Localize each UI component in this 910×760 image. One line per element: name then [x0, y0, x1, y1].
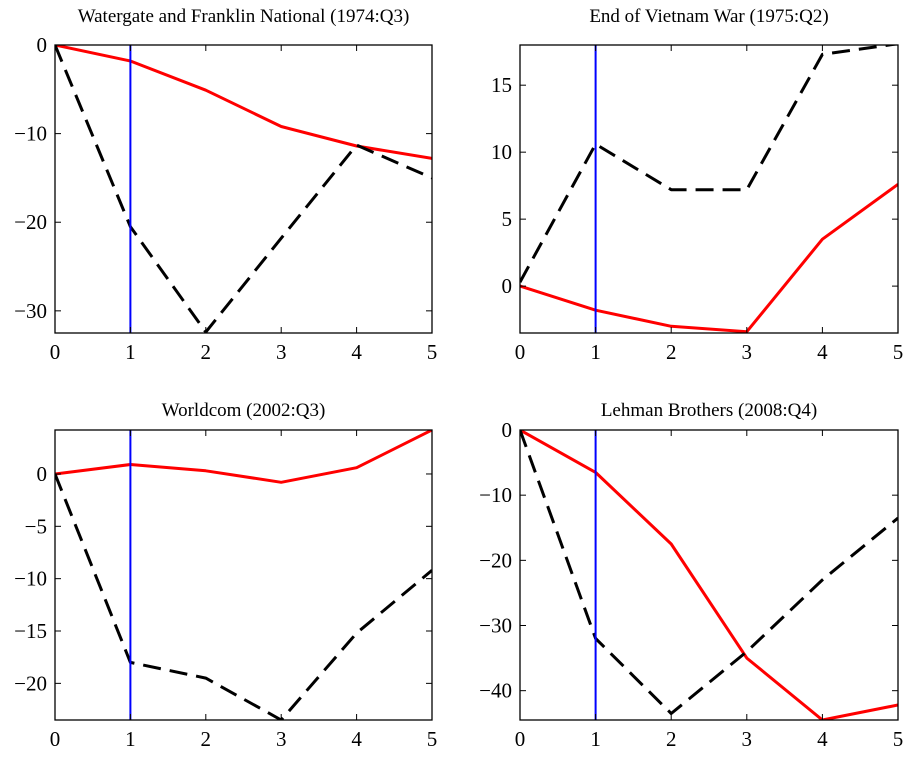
y-tick-label: −10: [479, 483, 512, 507]
y-tick-label: −40: [479, 679, 512, 703]
x-tick-label: 1: [125, 727, 136, 751]
axes-frame: [519, 429, 899, 721]
y-tick-label: 0: [37, 33, 48, 57]
y-tick-label: −10: [14, 122, 47, 146]
x-tick-label: 1: [125, 340, 136, 364]
chart-panel-3: Worldcom (2002:Q3) 0 1 2 3 4 5 0 −5 −10 −15 −20: [14, 400, 437, 751]
y-tick-label: 10: [491, 140, 512, 164]
axes-frame: [54, 429, 433, 721]
plot-area: [520, 45, 898, 333]
chart-panel-2: End of Vietnam War (1975:Q2) 0 1 2 3 4 5 0 5 10 15: [491, 6, 903, 364]
plot-area: [55, 430, 432, 720]
chart-panel-1: Watergate and Franklin National (1974:Q3…: [14, 6, 437, 364]
x-tick-label: 1: [590, 727, 601, 751]
x-tick-label: 4: [817, 727, 828, 751]
series-line-dashed: [520, 45, 898, 283]
x-tick-label: 4: [351, 727, 362, 751]
x-tick-label: 2: [201, 340, 212, 364]
x-tick-label: 2: [666, 340, 677, 364]
chart-title: Worldcom (2002:Q3): [162, 400, 326, 421]
x-tick-label: 0: [50, 727, 61, 751]
y-tick-label: 0: [37, 462, 48, 486]
chart-title: Watergate and Franklin National (1974:Q3…: [78, 6, 410, 27]
x-tick-label: 1: [590, 340, 601, 364]
x-tick-label: 5: [427, 340, 438, 364]
x-tick-label: 2: [666, 727, 677, 751]
y-tick-label: −15: [14, 619, 47, 643]
series-line-solid: [520, 183, 898, 333]
series-line-solid: [55, 430, 432, 484]
y-tick-label: −10: [14, 567, 47, 591]
x-tick-label: 5: [427, 727, 438, 751]
x-tick-label: 4: [817, 340, 828, 364]
y-tick-label: −5: [25, 514, 47, 538]
plot-area: [55, 45, 432, 333]
series-line-solid: [520, 430, 898, 720]
x-tick-label: 3: [742, 727, 753, 751]
chart-title: End of Vietnam War (1975:Q2): [589, 6, 828, 27]
y-tick-label: −20: [14, 671, 47, 695]
chart-panel-4: Lehman Brothers (2008:Q4) 0 1 2 3 4 5 0 −10 −20 −3…: [479, 400, 903, 751]
x-tick-label: 2: [201, 727, 212, 751]
x-tick-label: 5: [893, 340, 904, 364]
x-tick-label: 3: [276, 340, 287, 364]
chart-title: Lehman Brothers (2008:Q4): [601, 400, 817, 421]
x-tick-label: 3: [276, 727, 287, 751]
series-line-solid: [55, 45, 432, 160]
y-tick-label: 5: [502, 207, 513, 231]
x-tick-label: 3: [742, 340, 753, 364]
series-line-dashed: [520, 430, 898, 715]
series-line-dashed: [55, 473, 432, 720]
y-tick-label: −30: [479, 614, 512, 638]
x-tick-label: 0: [515, 727, 526, 751]
y-tick-label: −30: [14, 299, 47, 323]
axes-frame: [54, 44, 433, 334]
x-tick-label: 5: [893, 727, 904, 751]
y-tick-label: −20: [14, 210, 47, 234]
y-tick-label: 15: [491, 73, 512, 97]
y-tick-label: 0: [502, 418, 513, 442]
x-tick-label: 4: [351, 340, 362, 364]
y-tick-label: 0: [502, 274, 513, 298]
series-line-dashed: [55, 45, 432, 333]
axes-frame: [519, 44, 899, 334]
plot-area: [520, 430, 898, 720]
x-tick-label: 0: [50, 340, 61, 364]
x-tick-label: 0: [515, 340, 526, 364]
y-tick-label: −20: [479, 548, 512, 572]
